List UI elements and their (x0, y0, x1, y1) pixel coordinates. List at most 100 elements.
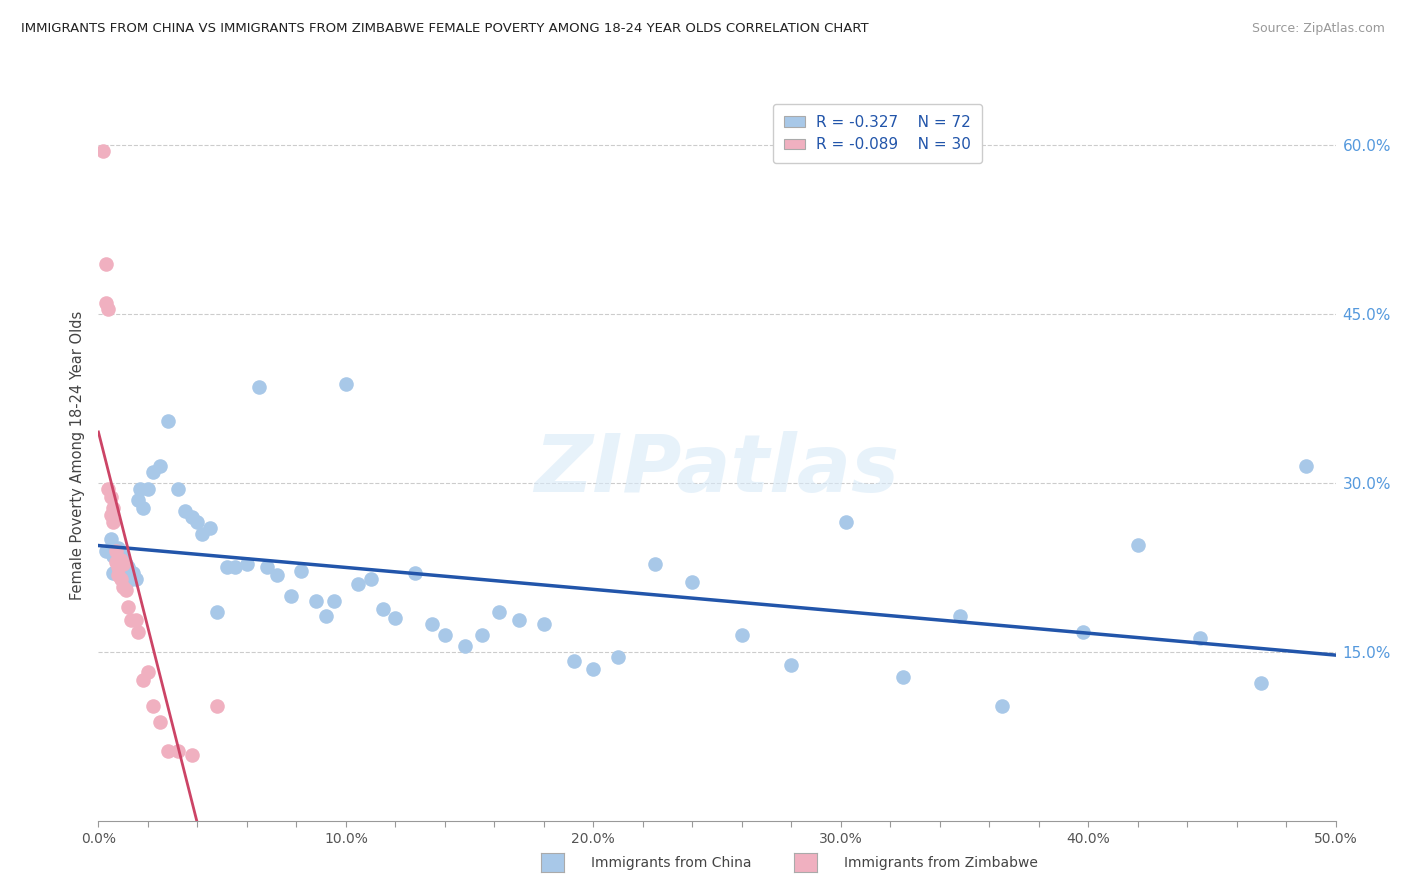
Point (533, 616, 555, 631)
Point (149, 459, 172, 474)
Point (127, 624, 149, 639)
Point (94, 257, 117, 271)
Point (217, 560, 239, 574)
Point (114, 557, 136, 571)
Point (948, 608, 970, 623)
Point (120, 613, 142, 627)
Point (181, 509, 204, 524)
Point (471, 628, 494, 642)
Point (104, 543, 127, 558)
Point (166, 744, 188, 758)
Point (224, 560, 246, 574)
Point (120, 572, 142, 586)
Point (780, 658, 803, 673)
Point (103, 566, 125, 580)
Point (360, 572, 382, 586)
Point (132, 500, 155, 515)
Point (142, 465, 165, 479)
Point (112, 572, 135, 586)
Point (607, 650, 630, 665)
Point (681, 575, 703, 590)
Point (104, 564, 127, 578)
Point (315, 608, 337, 623)
Point (112, 549, 135, 564)
Point (181, 748, 204, 763)
Point (142, 698, 165, 713)
Point (100, 508, 122, 522)
Point (322, 594, 344, 608)
Point (236, 557, 259, 571)
Point (112, 557, 135, 571)
Point (280, 589, 302, 603)
Point (103, 549, 125, 564)
Y-axis label: Female Poverty Among 18-24 Year Olds: Female Poverty Among 18-24 Year Olds (69, 310, 84, 599)
Point (891, 670, 914, 684)
Text: IMMIGRANTS FROM CHINA VS IMMIGRANTS FROM ZIMBABWE FEMALE POVERTY AMONG 18-24 YEA: IMMIGRANTS FROM CHINA VS IMMIGRANTS FROM… (21, 22, 869, 36)
Point (433, 628, 456, 642)
Point (990, 698, 1012, 713)
Point (107, 557, 129, 571)
Point (122, 566, 145, 580)
Point (1126, 538, 1149, 552)
Point (97, 482, 120, 496)
Point (174, 504, 197, 518)
Point (166, 482, 188, 496)
Point (422, 616, 444, 631)
Point (110, 552, 132, 566)
Point (110, 572, 132, 586)
Point (305, 594, 328, 608)
Point (1295, 459, 1317, 474)
Point (132, 673, 155, 687)
Point (644, 557, 666, 571)
Point (453, 639, 475, 653)
Point (266, 568, 288, 582)
Point (100, 533, 122, 547)
Point (731, 628, 754, 642)
Text: Immigrants from Zimbabwe: Immigrants from Zimbabwe (844, 856, 1038, 871)
Point (100, 490, 122, 504)
Point (191, 526, 214, 541)
Point (1071, 624, 1094, 639)
Point (156, 414, 179, 428)
Point (835, 516, 858, 530)
Point (112, 580, 135, 594)
Point (107, 541, 129, 556)
Point (562, 654, 585, 668)
Point (117, 560, 139, 574)
Point (371, 602, 394, 616)
Point (335, 377, 357, 392)
Point (97, 301, 120, 316)
Point (127, 492, 149, 507)
Point (110, 552, 132, 566)
Point (186, 516, 208, 530)
Point (114, 577, 136, 591)
Text: Source: ZipAtlas.com: Source: ZipAtlas.com (1251, 22, 1385, 36)
Legend: R = -0.327    N = 72, R = -0.089    N = 30: R = -0.327 N = 72, R = -0.089 N = 30 (773, 104, 981, 163)
Point (124, 572, 146, 586)
Point (124, 613, 146, 627)
Point (149, 714, 172, 729)
Point (256, 560, 278, 574)
Point (129, 482, 152, 496)
Point (290, 564, 312, 578)
Text: Immigrants from China: Immigrants from China (591, 856, 751, 871)
Point (117, 599, 139, 614)
Point (488, 606, 510, 620)
Point (205, 698, 228, 713)
Point (347, 577, 370, 591)
Point (107, 560, 129, 574)
Point (198, 521, 221, 535)
Point (508, 613, 530, 627)
Point (94, 296, 117, 310)
Point (94, 543, 117, 558)
Point (114, 582, 136, 597)
Point (104, 546, 127, 560)
Point (104, 555, 127, 569)
Point (110, 568, 132, 582)
Point (404, 566, 426, 580)
Point (384, 611, 406, 625)
Point (1250, 676, 1272, 690)
Point (103, 516, 125, 530)
Point (582, 662, 605, 676)
Point (103, 500, 125, 515)
